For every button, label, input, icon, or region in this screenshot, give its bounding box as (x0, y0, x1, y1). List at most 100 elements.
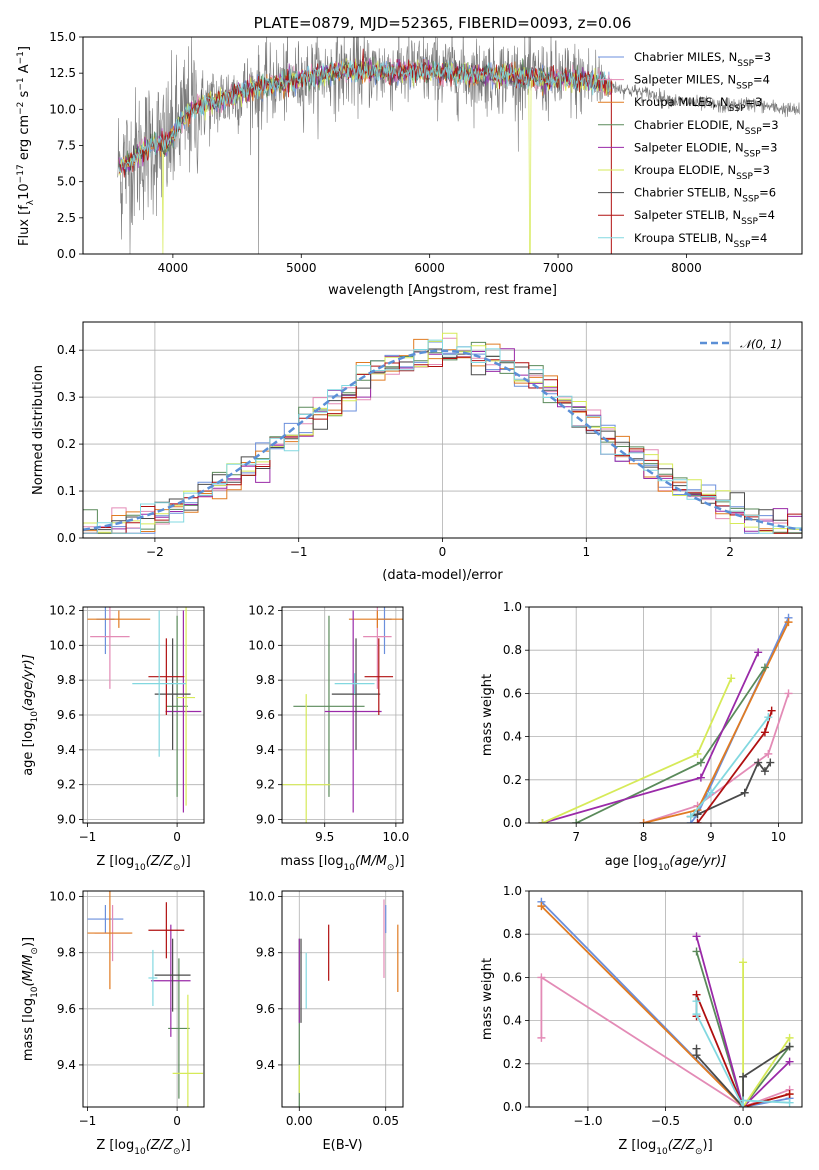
mass_weight_vs_age-xtick-label-3: 10 (771, 830, 786, 844)
mass_weight_vs_age-series-chabrier_elodie (572, 663, 769, 823)
mass_weight_vs_Z-xtick-label-2: 0.0 (734, 1114, 753, 1128)
age_vs_Z-frame (82, 606, 205, 824)
mass_weight_vs_age-marker-salpeter_stelib-2 (767, 706, 776, 715)
mass_vs_Z-axes: −1 0 9.4 9.6 9.8 10.0 (49, 890, 205, 1128)
spectrum-plot-area (117, 37, 800, 254)
legend-label-kroupa_stelib: Kroupa STELIB, NSSP=4 (634, 231, 767, 250)
mw-Z-xlabel: Z [log10(Z/Z⊙)] (618, 1138, 712, 1157)
age_vs_mass-ytick-label-5: 10.0 (248, 638, 275, 652)
mass_weight_vs_age-marker-chabrier_elodie-1 (696, 758, 705, 767)
mass_weight_vs_age-ytick-label-1: 0.2 (503, 773, 522, 787)
mass_vs_Z-point-kroupa_elodie (172, 994, 204, 1107)
age_vs_mass-point-salpeter_stelib (364, 638, 394, 715)
spectrum-ytick-label-2: 5.0 (57, 175, 76, 189)
residuals-xtick-label-0: −2 (146, 545, 164, 559)
age_vs_Z-ytick-label-3: 9.6 (57, 708, 76, 722)
mass_weight_vs_age-line-salpeter_miles (643, 693, 790, 823)
mass_vs_Z-point-chabrier_miles (87, 905, 124, 934)
spectrum-xtick-label-1: 5000 (286, 261, 317, 275)
mass_weight_vs_age-marker-chabrier_elodie-2 (760, 663, 769, 672)
mass_vs_ebv-xtick-label-1: 0.05 (372, 1114, 399, 1128)
age_vs_Z-point-kroupa_stelib (132, 610, 187, 757)
mass_weight_vs_age-ytick-label-4: 0.8 (503, 643, 522, 657)
mass_weight_vs_Z-line-salpeter_elodie (695, 936, 791, 1107)
mass_vs_ebv-ytick-label-3: 10.0 (248, 890, 275, 904)
mass_weight_vs_Z-marker-chabrier_stelib-1 (692, 1051, 701, 1060)
mass_weight_vs_age-marker-chabrier_stelib-4 (760, 767, 769, 776)
mass_weight_vs_Z-line-salpeter_miles (540, 975, 790, 1107)
residuals-xtick-label-1: −1 (290, 545, 308, 559)
mass_vs_Z-plot-area (87, 891, 204, 1107)
mass_vs_Z-point-kroupa_stelib (148, 949, 158, 1007)
age_vs_Z-point-salpeter_elodie (165, 610, 202, 813)
mass_vs_Z-xtick-label-0: −1 (79, 1114, 97, 1128)
mass_vs_ebv-axes: 0.00 0.05 9.4 9.6 9.8 10.0 (248, 890, 404, 1128)
spectrum-ytick-label-4: 10.0 (49, 102, 76, 116)
age_vs_mass-point-chabrier_elodie (293, 615, 365, 797)
mass_weight_vs_age-line-salpeter_elodie (542, 652, 760, 823)
plot-layer: 4000 5000 6000 7000 80000.02.55.07.510.012.5… (16, 14, 803, 1157)
mass_weight_vs_age-marker-chabrier_stelib-1 (693, 810, 702, 819)
mass_weight_vs_Z-ytick-label-2: 0.4 (503, 1014, 522, 1028)
legend-label-salpeter_elodie: Salpeter ELODIE, NSSP=3 (634, 140, 777, 159)
age_vs_mass-plot-area (282, 607, 403, 823)
mass_weight_vs_Z-axes: −1.0 −0.5 0.0 0.0 0.2 0.4 0.6 0.8 1.0 (503, 884, 803, 1128)
spectrum-ytick-label-0: 0.0 (57, 247, 76, 261)
mass_weight_vs_Z-ytick-label-0: 0.0 (503, 1100, 522, 1114)
age_vs_Z-axes: −1 0 9.0 9.2 9.4 9.6 9.8 10.0 10.2 (49, 603, 205, 844)
mass_weight_vs_age-plot-area (538, 613, 793, 823)
mass_weight_vs_age-ytick-label-0: 0.0 (503, 816, 522, 830)
mass_weight_vs_age-axes: 7 8 9 10 0.0 0.2 0.4 0.6 0.8 1.0 (503, 600, 803, 844)
mass_vs_ebv-ytick-label-1: 9.6 (256, 1002, 275, 1016)
mass_weight_vs_Z-marker-salpeter_miles-1 (537, 973, 546, 982)
mass_weight_vs_Z-ytick-label-3: 0.6 (503, 970, 522, 984)
mass_weight_vs_Z-ytick-label-4: 0.8 (503, 927, 522, 941)
mass_weight_vs_age-marker-chabrier_elodie-0 (572, 819, 581, 823)
mass_weight_vs_age-marker-kroupa_stelib-0 (686, 812, 695, 821)
mass_weight_vs_age-marker-kroupa_elodie-1 (693, 749, 702, 758)
mass_weight_vs_Z-ytick-label-1: 0.2 (503, 1057, 522, 1071)
mass_weight_vs_Z-line-kroupa_elodie (742, 962, 791, 1107)
mass_vs_Z-ytick-label-2: 9.8 (57, 946, 76, 960)
mass_weight_vs_age-marker-chabrier_stelib-2 (740, 788, 749, 797)
age_vs_Z-point-kroupa_miles (87, 610, 151, 628)
residual-hist-kroupa_stelib (83, 339, 802, 534)
age_vs_Z-ytick-label-6: 10.2 (49, 603, 76, 617)
mass_weight_vs_age-ytick-label-2: 0.4 (503, 730, 522, 744)
age_vs_mass-point-kroupa_miles (348, 610, 403, 628)
residuals-plot-area (83, 332, 802, 534)
legend-label-salpeter_miles: Salpeter MILES, NSSP=4 (634, 73, 770, 92)
residuals-xtick-label-4: 2 (726, 545, 734, 559)
residuals-xlabel: (data-model)/error (382, 568, 503, 583)
legend-label-kroupa_miles: Kroupa MILES, NSSP=3 (634, 95, 762, 114)
age_vs_Z-xtick-label-0: −1 (79, 830, 97, 844)
mass_weight_vs_age-marker-salpeter_stelib-0 (693, 819, 702, 823)
mass_weight_vs_age-series-kroupa_stelib (686, 713, 773, 821)
residuals-xtick-label-3: 1 (582, 545, 590, 559)
mass_weight_vs_age-frame (528, 606, 803, 824)
legend-label-chabrier_miles: Chabrier MILES, NSSP=3 (634, 50, 771, 69)
mass_weight_vs_Z-marker-chabrier_elodie-0 (692, 947, 701, 956)
mass_weight_vs_Z-series-kroupa_elodie (739, 958, 794, 1107)
spectrum-xlabel: wavelength [Angstrom, rest frame] (328, 283, 557, 298)
residuals-ytick-label-3: 0.3 (57, 390, 76, 404)
mass_weight_vs_age-marker-kroupa_miles-2 (784, 618, 793, 627)
age_vs_Z-point-salpeter_stelib (148, 638, 185, 715)
mass_weight_vs_Z-marker-kroupa_stelib-3 (739, 1096, 748, 1105)
mass_weight_vs_age-series-kroupa_elodie (538, 674, 736, 823)
mass_vs_Z-point-kroupa_miles (87, 891, 133, 990)
mass_weight_vs_Z-marker-salpeter_miles-0 (537, 1033, 546, 1042)
age-vs-Z-ylabel: age [log10(age/yr)] (21, 654, 40, 776)
mass_weight_vs_age-marker-salpeter_stelib-1 (760, 728, 769, 737)
mass_weight_vs_age-marker-chabrier_stelib-5 (766, 758, 775, 767)
residuals-frame (82, 321, 803, 539)
mass_weight_vs_age-marker-kroupa_stelib-2 (764, 713, 773, 722)
mass_weight_vs_Z-marker-kroupa_elodie-0 (739, 958, 748, 967)
residuals-axes: −2 −1 0 1 2 0.0 0.1 0.2 0.3 0.4 (57, 321, 803, 559)
spectrum-model-salpeter_stelib (118, 48, 613, 178)
mass_weight_vs_age-marker-kroupa_stelib-1 (707, 788, 715, 797)
mass_weight_vs_Z-frame (528, 890, 803, 1108)
mass_weight_vs_Z-line-kroupa_stelib (695, 1001, 790, 1107)
spectrum-xtick-label-0: 4000 (158, 261, 189, 275)
